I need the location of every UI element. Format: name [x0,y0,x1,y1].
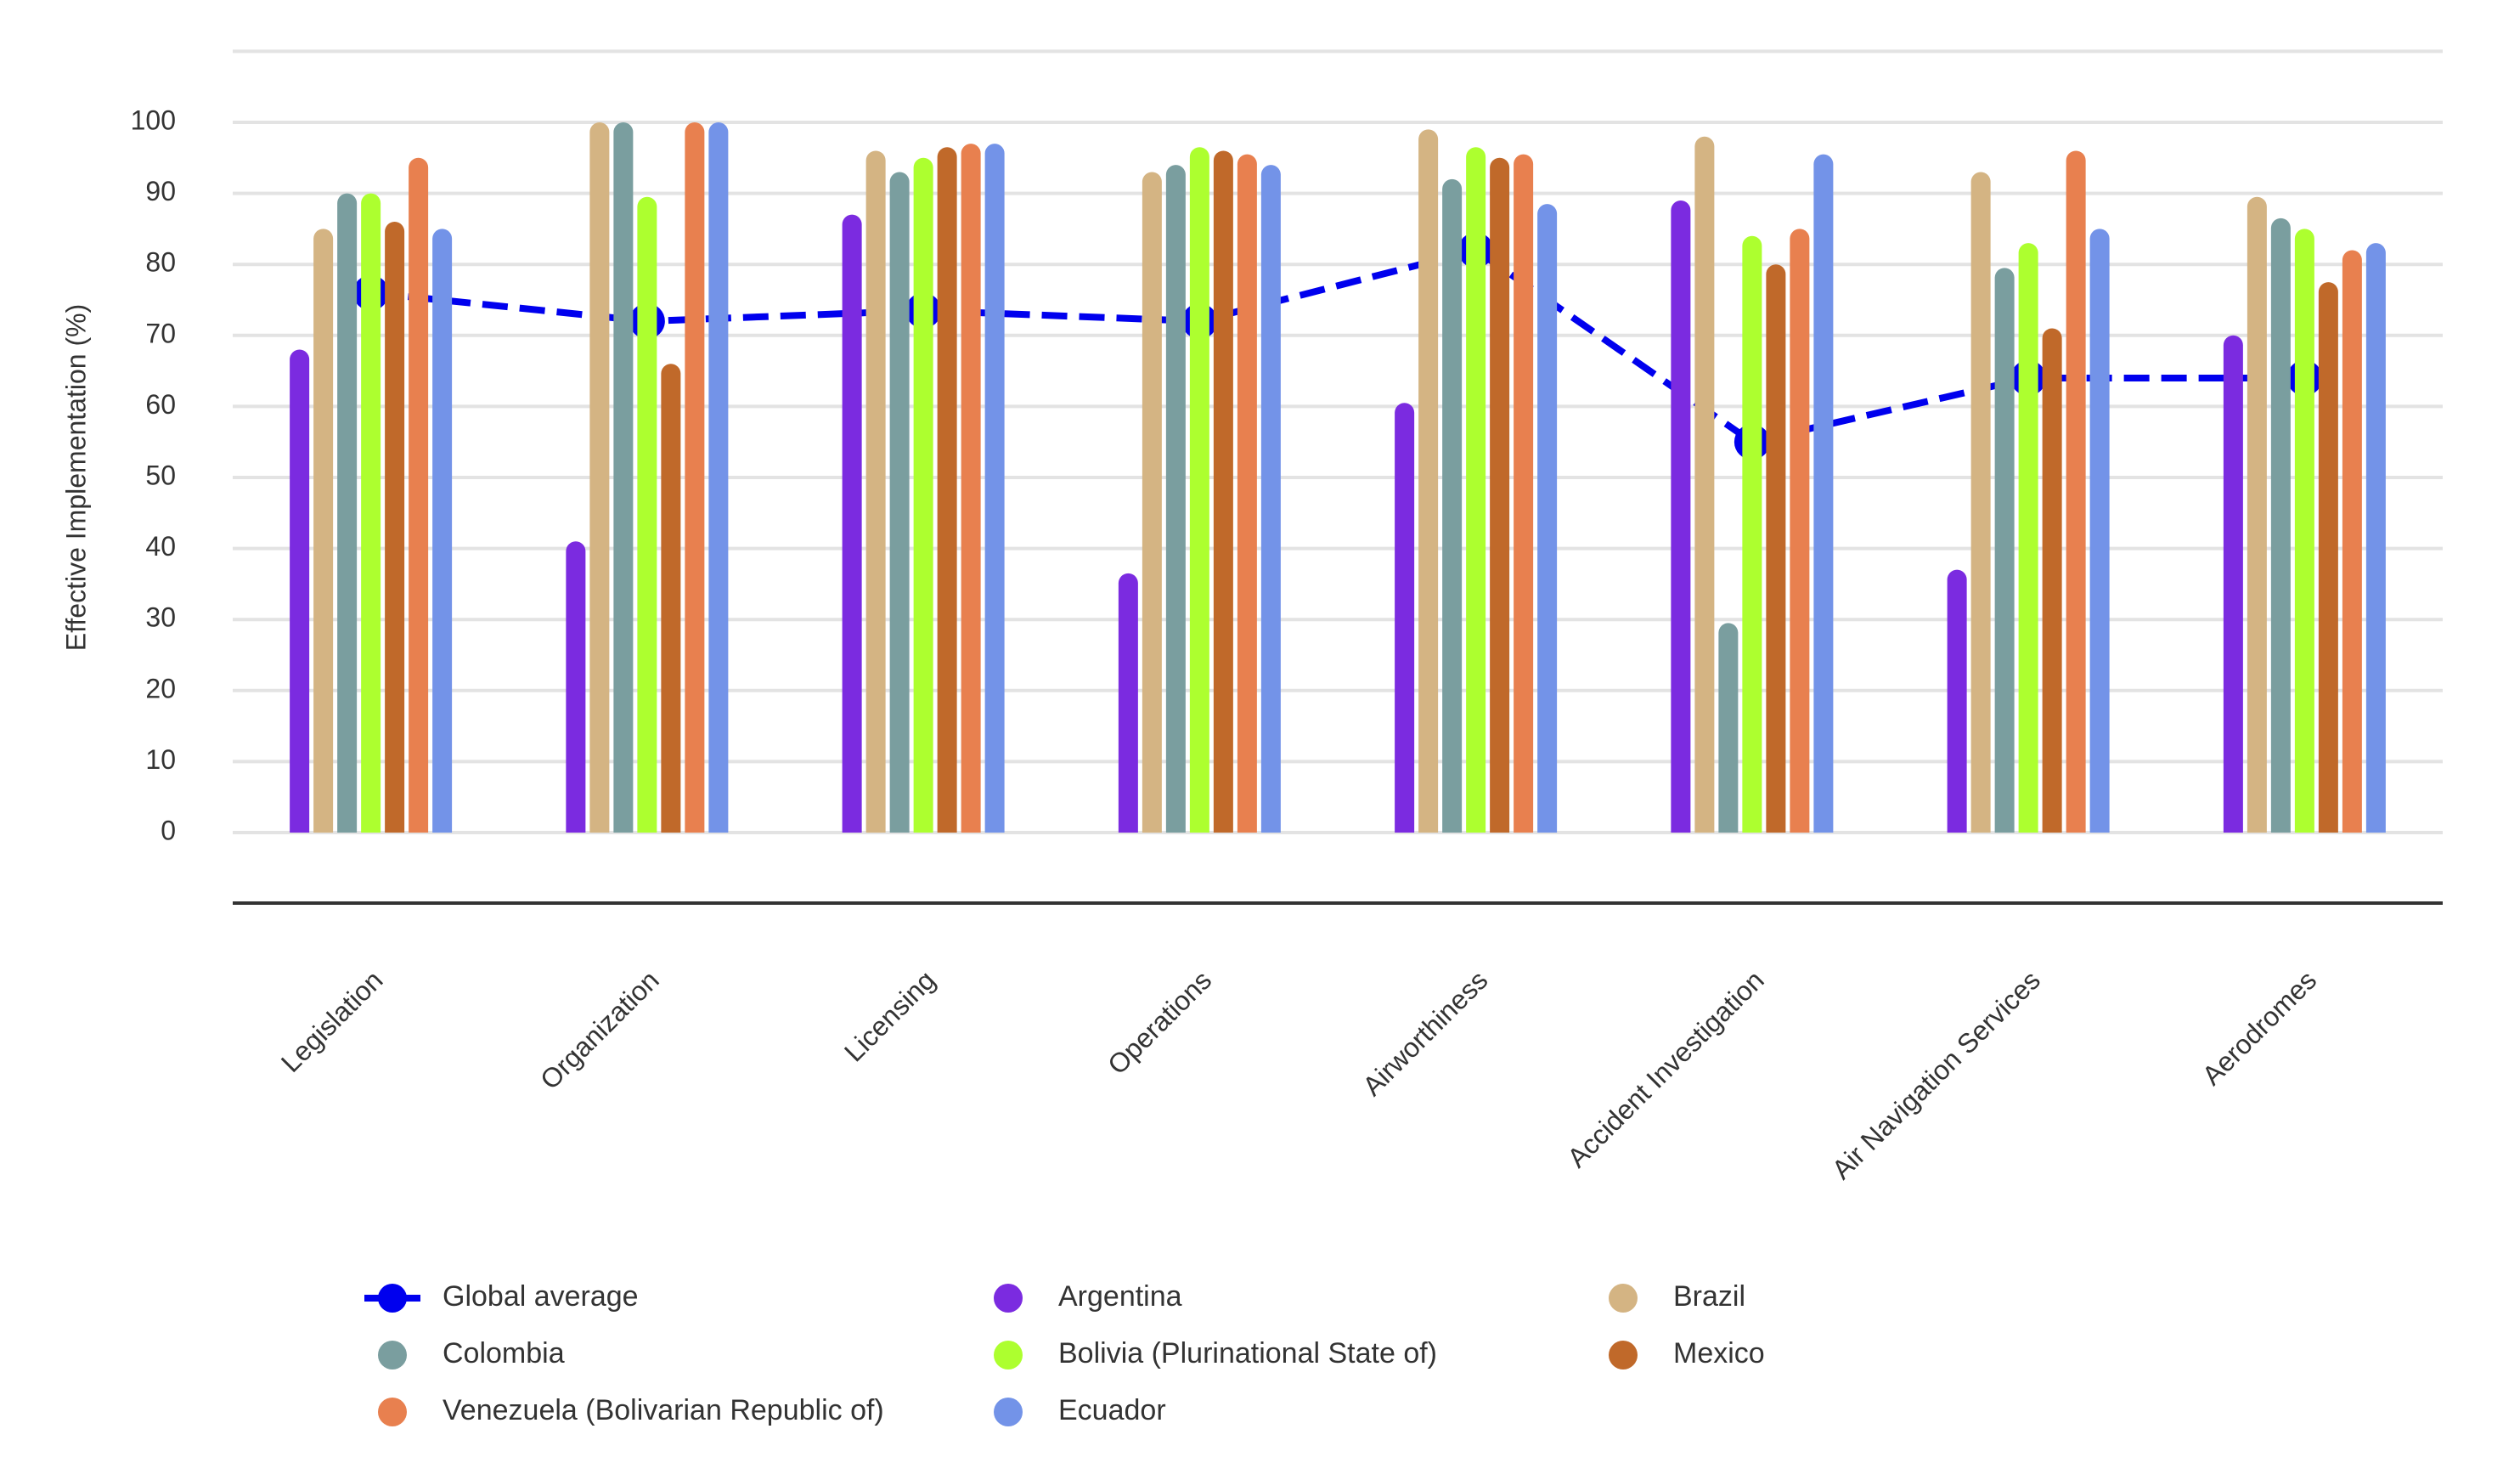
legend-label: Colombia [443,1337,565,1370]
bar [1165,165,1186,833]
y-tick-label: 20 [145,673,176,703]
bar [937,147,957,833]
bar [2089,229,2110,833]
bar [1442,178,1463,833]
bar [1813,154,1834,833]
bar [913,157,933,833]
bar [1790,229,1810,833]
y-tick-label: 70 [145,318,176,348]
legend-marker [1609,1284,1638,1313]
bar [613,122,634,833]
bar [1947,569,1967,833]
x-tick-label: Organization [534,964,665,1095]
x-tick-label: Licensing [838,964,941,1067]
legend-label: Global average [443,1280,639,1313]
bar [842,214,862,833]
bar [1970,172,1991,833]
bar [1395,403,1415,833]
legend-marker [378,1284,407,1313]
legend-label: Venezuela (Bolivarian Republic of) [443,1394,884,1426]
x-tick-label: Aerodromes [2196,964,2323,1091]
y-tick-label: 10 [145,744,176,775]
y-tick-label: 0 [161,815,176,845]
legend-label: Brazil [1673,1280,1745,1313]
bar [361,193,381,833]
legend-marker [994,1284,1023,1313]
bar [1466,147,1486,833]
bar [1718,623,1739,833]
bar [1994,268,2015,833]
y-tick-label: 100 [131,104,176,135]
legend-marker [378,1398,407,1426]
bar [2066,150,2086,833]
bar [984,144,1005,833]
bar [1671,200,1691,833]
bar [1742,235,1762,833]
legend-marker [994,1398,1023,1426]
legend-label: Mexico [1673,1337,1765,1370]
bar [385,222,405,833]
y-tick-label: 90 [145,176,176,206]
legend-marker [994,1341,1023,1370]
bar [2223,335,2243,833]
bar [1118,573,1138,833]
x-tick-label: Airworthiness [1356,964,1493,1101]
legend-label: Argentina [1058,1280,1182,1313]
bar [409,157,429,833]
bar [337,193,358,833]
bar [290,349,310,833]
bar [2042,328,2062,833]
bar [1418,129,1439,833]
y-tick-label: 80 [145,247,176,278]
bar [1694,136,1715,833]
bar [2365,243,2386,833]
bar [589,122,610,833]
x-tick-label: Operations [1102,964,1217,1080]
bar [1537,204,1558,833]
bar [2318,282,2338,833]
bar [2342,250,2362,833]
bar [1514,154,1534,833]
bar [566,541,586,833]
legend-label: Bolivia (Plurinational State of) [1058,1337,1437,1370]
bar [2247,196,2267,833]
x-tick-label: Accident Investigation [1561,964,1770,1173]
legend-marker [378,1341,407,1370]
bar [1142,172,1162,833]
bar [889,172,910,833]
bar [865,150,886,833]
bar [685,122,705,833]
bar [2294,229,2314,833]
bar [313,229,334,833]
bar [2018,243,2038,833]
bar [1490,157,1510,833]
legend-label: Ecuador [1058,1394,1166,1426]
bar [2270,217,2291,833]
y-tick-label: 30 [145,602,176,633]
legend-marker [1609,1341,1638,1370]
bar [661,364,681,833]
y-tick-label: 40 [145,531,176,562]
bar [1260,165,1281,833]
bar [1766,264,1786,833]
bar [1189,147,1209,833]
bar [708,122,729,833]
y-axis-label: Effective Implementation (%) [60,304,91,651]
average-line [370,246,2305,446]
y-tick-label: 50 [145,460,176,490]
bar [637,196,657,833]
x-tick-label: Air Navigation Services [1826,964,2046,1184]
y-tick-label: 60 [145,389,176,420]
x-tick-label: Legislation [275,964,389,1078]
bar [1237,154,1257,833]
bar [1213,150,1233,833]
bar [432,229,453,833]
bar [961,144,981,833]
